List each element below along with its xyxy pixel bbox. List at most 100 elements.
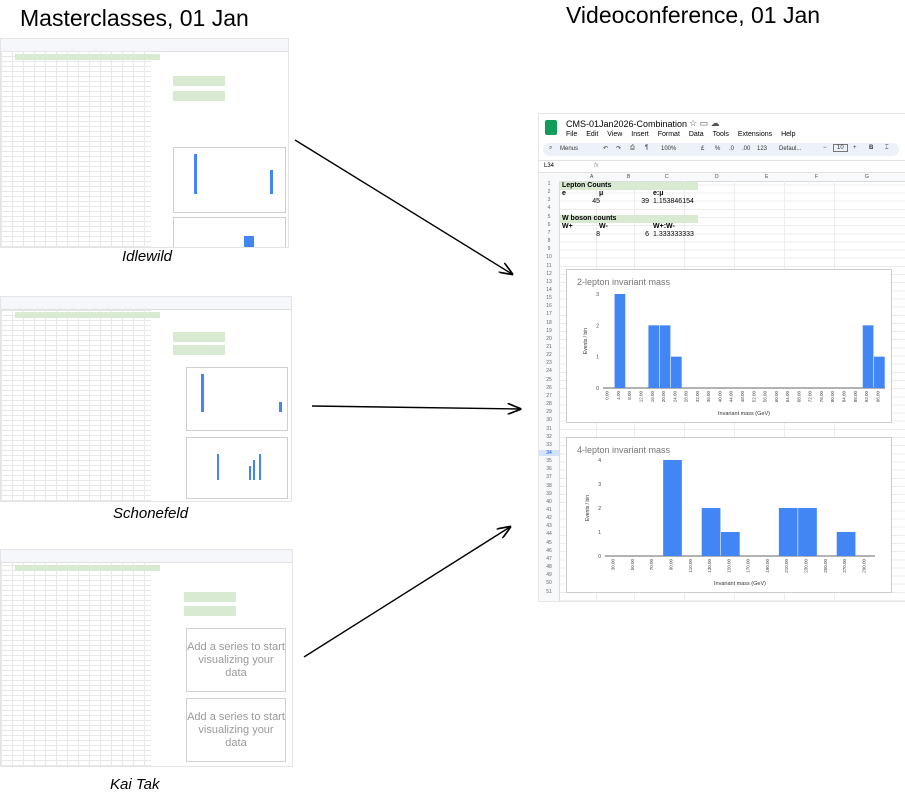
row-number[interactable]: 28 [546,401,552,408]
row-number[interactable]: 21 [546,344,552,350]
font-size-plus[interactable]: + [853,145,857,151]
row-number[interactable]: 45 [546,539,552,546]
strikethrough-icon[interactable]: ⌶ [885,145,889,151]
menu-view[interactable]: View [607,131,623,138]
menu-help[interactable]: Help [781,131,796,138]
row-number[interactable]: 38 [546,482,552,489]
folder-icon[interactable]: ▭ [699,118,709,128]
row-number[interactable]: 10 [546,254,552,261]
row-number[interactable]: 24 [546,368,552,375]
row-number[interactable]: 20 [546,335,552,342]
row-number[interactable]: 9 [547,246,551,253]
menu-tools[interactable]: Tools [712,131,729,138]
row-number[interactable]: 41 [546,507,552,513]
row-number[interactable]: 13 [546,278,552,285]
row-number[interactable]: 36 [546,466,552,473]
row-number[interactable]: 30 [546,417,552,424]
row-number[interactable]: 4 [547,205,551,212]
number-format-button[interactable]: 123 [757,146,768,152]
x-tick-label: 24.00 [672,391,677,403]
row-number[interactable]: 42 [546,515,552,522]
row-number[interactable]: 50 [546,580,552,587]
column-a[interactable]: A [590,174,594,180]
row-number[interactable]: 49 [546,572,552,579]
row-number[interactable]: 5 [547,213,551,220]
menu-edit[interactable]: Edit [586,131,599,138]
row-number[interactable]: 11 [546,262,552,269]
formula-bar: L34 fx [539,160,905,173]
row-number[interactable]: 51 [546,588,552,595]
histogram-bar [862,325,874,388]
column-f[interactable]: F [815,174,819,180]
percent-button[interactable]: % [715,146,721,152]
menu-file[interactable]: File [566,131,578,138]
row-number[interactable]: 18 [546,319,552,326]
column-e[interactable]: E [765,174,769,180]
4-lepton-mass-chart[interactable]: 4-lepton invariant mass 0 1 2 3 4 30.00 50.00 7… [566,437,892,593]
2-lepton-mass-chart[interactable]: 2-lepton invariant mass 0 1 2 3 0.00 4.00 8.00… [566,269,892,423]
star-icon[interactable]: ☆ [689,118,698,128]
name-box[interactable]: L34 [544,163,555,169]
row-number[interactable]: 46 [546,547,552,554]
menus-search[interactable]: Menus [560,146,579,152]
idlewild-2-lepton-mini-chart [173,147,286,213]
row-number[interactable]: 6 [547,221,551,228]
row-number[interactable]: 25 [546,376,552,383]
row-number[interactable]: 22 [546,352,552,359]
row-number[interactable]: 3 [547,197,551,204]
histogram-bar [721,532,740,556]
row-number[interactable]: 32 [546,433,552,440]
paint-format-icon[interactable]: ¶ [645,145,649,151]
kai-tak-sheet-thumbnail: Add a series to start visualizing your d… [0,549,293,767]
row-number[interactable]: 33 [546,441,552,448]
column-c[interactable]: C [665,174,669,180]
row-number[interactable]: 15 [546,295,552,302]
row-number[interactable]: 23 [546,360,552,367]
row-number[interactable]: 1 [547,181,551,187]
document-title[interactable]: CMS-01Jan2026-Combination [566,119,688,129]
row-number[interactable]: 19 [546,327,552,334]
row-number[interactable]: 35 [546,458,552,465]
bold-icon[interactable]: B [869,145,874,151]
row-number[interactable]: 37 [546,474,552,481]
decrease-decimal-button[interactable]: .0 [729,146,735,152]
menu-data[interactable]: Data [688,131,704,138]
redo-icon[interactable]: ↷ [616,146,622,152]
row-number[interactable]: 2 [547,189,551,196]
currency-button[interactable]: £ [701,146,705,152]
row-number[interactable]: 26 [546,384,552,391]
increase-decimal-button[interactable]: .00 [742,146,751,152]
font-size-input[interactable]: 10 [833,144,848,152]
font-select[interactable]: Defaul... [779,146,802,152]
row-number[interactable]: 39 [546,490,552,497]
search-icon[interactable]: ⌕ [549,145,553,151]
menu-extensions[interactable]: Extensions [737,131,773,138]
row-number[interactable]: 44 [546,531,552,538]
column-g[interactable]: G [865,174,869,180]
fx-label: fx [594,163,599,169]
menu-format[interactable]: Format [657,131,680,138]
row-number[interactable]: 27 [546,392,552,399]
column-b[interactable]: B [627,174,631,180]
row-number[interactable]: 47 [546,555,552,562]
row-number[interactable]: 34 [539,449,559,456]
zoom-select[interactable]: 100% [661,146,677,152]
kai-tak-empty-chart-2: Add a series to start visualizing your d… [186,698,286,762]
row-number[interactable]: 16 [546,303,552,310]
row-number[interactable]: 12 [546,270,552,277]
row-number[interactable]: 7 [547,229,551,236]
undo-icon[interactable]: ↶ [603,146,609,152]
row-number[interactable]: 29 [546,409,552,416]
row-number[interactable]: 8 [547,238,551,245]
row-number[interactable]: 31 [546,425,552,432]
row-number[interactable]: 14 [546,286,552,293]
title-icons[interactable]: ☆ ▭ ☁ [689,118,720,129]
row-number[interactable]: 43 [546,523,552,530]
column-d[interactable]: D [715,174,719,180]
row-number[interactable]: 48 [546,564,552,571]
menu-insert[interactable]: Insert [631,131,649,138]
print-icon[interactable]: ⎙ [630,145,635,151]
row-number[interactable]: 40 [546,498,552,505]
row-number[interactable]: 17 [546,311,552,318]
font-size-minus[interactable]: − [823,145,827,151]
